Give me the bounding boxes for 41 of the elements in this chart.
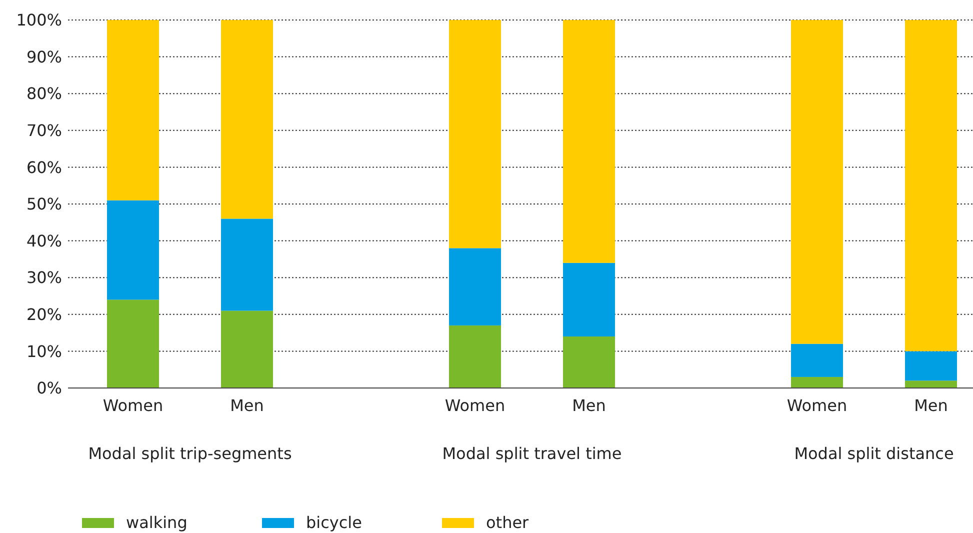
x-tick-label: Women — [102, 396, 164, 415]
bar — [107, 200, 159, 300]
y-tick-label: 80% — [26, 84, 62, 104]
bar — [791, 20, 843, 344]
bar — [221, 310, 273, 388]
legend-label: other — [486, 513, 530, 532]
bar — [449, 248, 501, 326]
bar — [791, 376, 843, 388]
bar — [563, 262, 615, 336]
x-tick-label: Men — [572, 396, 606, 415]
legend-label: walking — [126, 513, 188, 532]
text: Modal split travel time — [442, 444, 622, 463]
y-tick-label: 20% — [26, 305, 62, 324]
bar — [563, 20, 615, 263]
bar — [221, 218, 273, 311]
bar — [107, 20, 159, 200]
y-tick-label: 60% — [26, 158, 62, 177]
x-tick-label: Men — [230, 396, 264, 415]
y-tick-label: 40% — [26, 231, 62, 250]
bar — [221, 20, 273, 219]
y-tick-label: 90% — [26, 47, 62, 66]
legend-label: bicycle — [306, 513, 362, 532]
x-tick-label: Women — [786, 396, 848, 415]
y-tick-label: 30% — [26, 268, 62, 288]
x-tick-label: Men — [914, 396, 948, 415]
bar — [905, 351, 957, 381]
y-tick-label: 50% — [26, 194, 62, 214]
bar — [449, 20, 501, 248]
bar — [107, 300, 159, 388]
y-tick-label: 0% — [36, 378, 62, 398]
bar — [905, 20, 957, 352]
y-tick-label: 10% — [26, 342, 62, 361]
bar — [563, 336, 615, 388]
text: Modal split distance — [794, 444, 954, 463]
bar — [449, 325, 501, 388]
x-tick-label: Women — [444, 396, 506, 415]
y-tick-label: 70% — [26, 121, 62, 140]
y-tick-label: 100% — [16, 10, 62, 30]
bar — [791, 344, 843, 377]
text: Modal split trip-segments — [88, 444, 292, 463]
bar — [905, 380, 957, 388]
